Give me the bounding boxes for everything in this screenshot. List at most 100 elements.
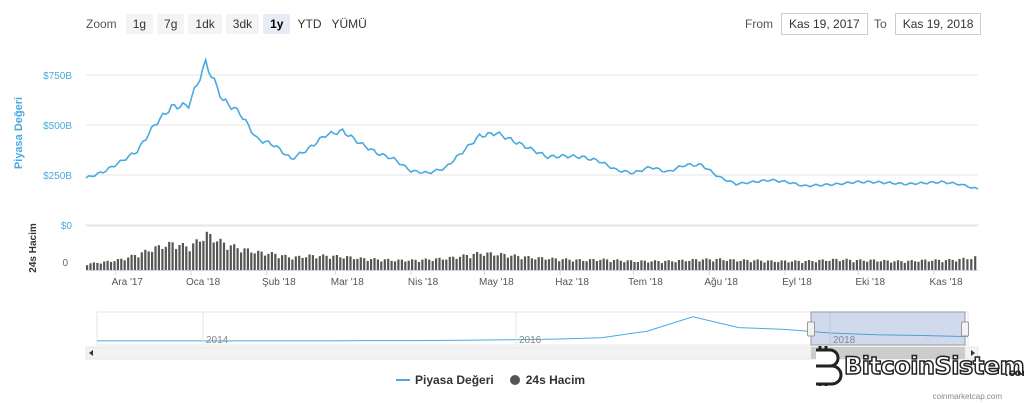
volume-bar [493, 255, 496, 270]
volume-bar [814, 262, 817, 270]
zoom-button-1g[interactable]: 1g [125, 14, 154, 34]
volume-bar [506, 257, 509, 270]
volume-bar [103, 261, 106, 270]
volume-bar [684, 261, 687, 270]
zoom-button-ytd[interactable]: YTD [297, 17, 322, 31]
volume-bar [92, 262, 95, 270]
volume-bar [147, 251, 150, 270]
volume-bar [955, 261, 958, 270]
volume-bar [756, 259, 759, 270]
x-tick-label: Mar '18 [331, 277, 364, 288]
volume-bar [951, 259, 954, 270]
volume-bar [123, 260, 126, 270]
scrollbar-track[interactable] [85, 346, 979, 360]
volume-bar [315, 258, 318, 270]
volume-bar [431, 261, 434, 270]
x-tick-label: Tem '18 [628, 277, 663, 288]
volume-bar [777, 262, 780, 270]
volume-bar [958, 258, 961, 270]
volume-bar [974, 256, 977, 270]
volume-bar [195, 239, 198, 270]
volume-bar [585, 261, 588, 270]
volume-bar [438, 257, 441, 270]
zoom-button-1dk[interactable]: 1dk [188, 14, 222, 34]
volume-bar [106, 260, 109, 270]
zoom-button-all[interactable]: YÜMÜ [331, 17, 367, 31]
volume-bar [931, 260, 934, 270]
watermark-text: BitcoinSistemi [843, 351, 1024, 381]
volume-bar [914, 261, 917, 270]
volume-bar [277, 258, 280, 270]
volume-bar [373, 258, 376, 270]
scrollbar-thumb[interactable] [811, 347, 965, 359]
legend-item-volume[interactable]: 24s Hacim [509, 373, 585, 387]
navigator[interactable]: 2014 2016 2018 [85, 311, 979, 360]
volume-bar [688, 260, 691, 270]
volume-bar [185, 246, 188, 270]
volume-bar [335, 255, 338, 270]
volume-bar [140, 252, 143, 270]
volume-bar [390, 260, 393, 270]
volume-bar [657, 261, 660, 270]
volume-bar [209, 234, 212, 270]
zoom-button-3dk[interactable]: 3dk [225, 14, 260, 34]
zoom-label: Zoom [86, 17, 117, 31]
x-tick-label: Ara '17 [112, 277, 144, 288]
volume-bar [462, 254, 465, 270]
volume-bar [910, 260, 913, 270]
volume-bar [558, 261, 561, 270]
volume-bar [828, 260, 831, 270]
navigator-selection[interactable] [810, 311, 966, 346]
range-to-input[interactable]: Kas 19, 2018 [894, 13, 982, 35]
x-tick-label: Haz '18 [555, 277, 589, 288]
volume-bar [807, 260, 811, 270]
volume-bar [305, 257, 308, 270]
volume-bar [623, 262, 626, 270]
legend-item-market-cap[interactable]: Piyasa Değeri [396, 373, 494, 387]
volume-bar [144, 249, 147, 270]
navigator-handle-left[interactable] [807, 321, 815, 337]
volume-bar [428, 259, 431, 270]
volume-bar [653, 260, 657, 270]
volume-bar [825, 261, 828, 270]
volume-bar [582, 260, 585, 270]
volume-bar [168, 241, 171, 270]
volume-bar [86, 265, 89, 270]
volume-bar [359, 257, 362, 270]
zoom-button-1y[interactable]: 1y [263, 14, 291, 34]
volume-bar [421, 259, 424, 270]
volume-bar [455, 258, 458, 270]
range-from: From Kas 19, 2017 [745, 13, 868, 35]
zoom-button-7g[interactable]: 7g [157, 14, 185, 34]
volume-bar [246, 248, 249, 270]
navigator-year-label: 2016 [519, 335, 542, 346]
volume-bar [383, 259, 386, 270]
x-tick-label: Eyl '18 [782, 277, 812, 288]
volume-bar [137, 257, 140, 270]
volume-bar [592, 259, 595, 270]
navigator-year-label: 2018 [833, 335, 856, 346]
volume-bar [99, 263, 102, 270]
volume-bar [770, 260, 773, 270]
volume-bar [404, 261, 407, 270]
scrollbar-left-arrow-icon[interactable] [89, 350, 93, 356]
volume-bar [370, 259, 373, 270]
volume-bar [530, 258, 533, 270]
scrollbar-right-arrow-icon[interactable] [971, 350, 975, 356]
volume-bar [332, 255, 335, 270]
volume-bar [188, 251, 191, 270]
navigator-year-label: 2014 [206, 335, 229, 346]
volume-bar [575, 259, 578, 270]
volume-bar [500, 253, 503, 270]
volume-bar [253, 253, 256, 270]
navigator-handle-right[interactable] [961, 321, 969, 337]
volume-bar [705, 258, 708, 270]
volume-bar [719, 258, 722, 270]
volume-bar [198, 241, 202, 270]
volume-bar [565, 258, 568, 270]
chart-credit[interactable]: coinmarketcap.com [932, 392, 1002, 401]
volume-bar [801, 263, 804, 270]
range-from-input[interactable]: Kas 19, 2017 [781, 13, 868, 35]
volume-bar [650, 261, 653, 270]
